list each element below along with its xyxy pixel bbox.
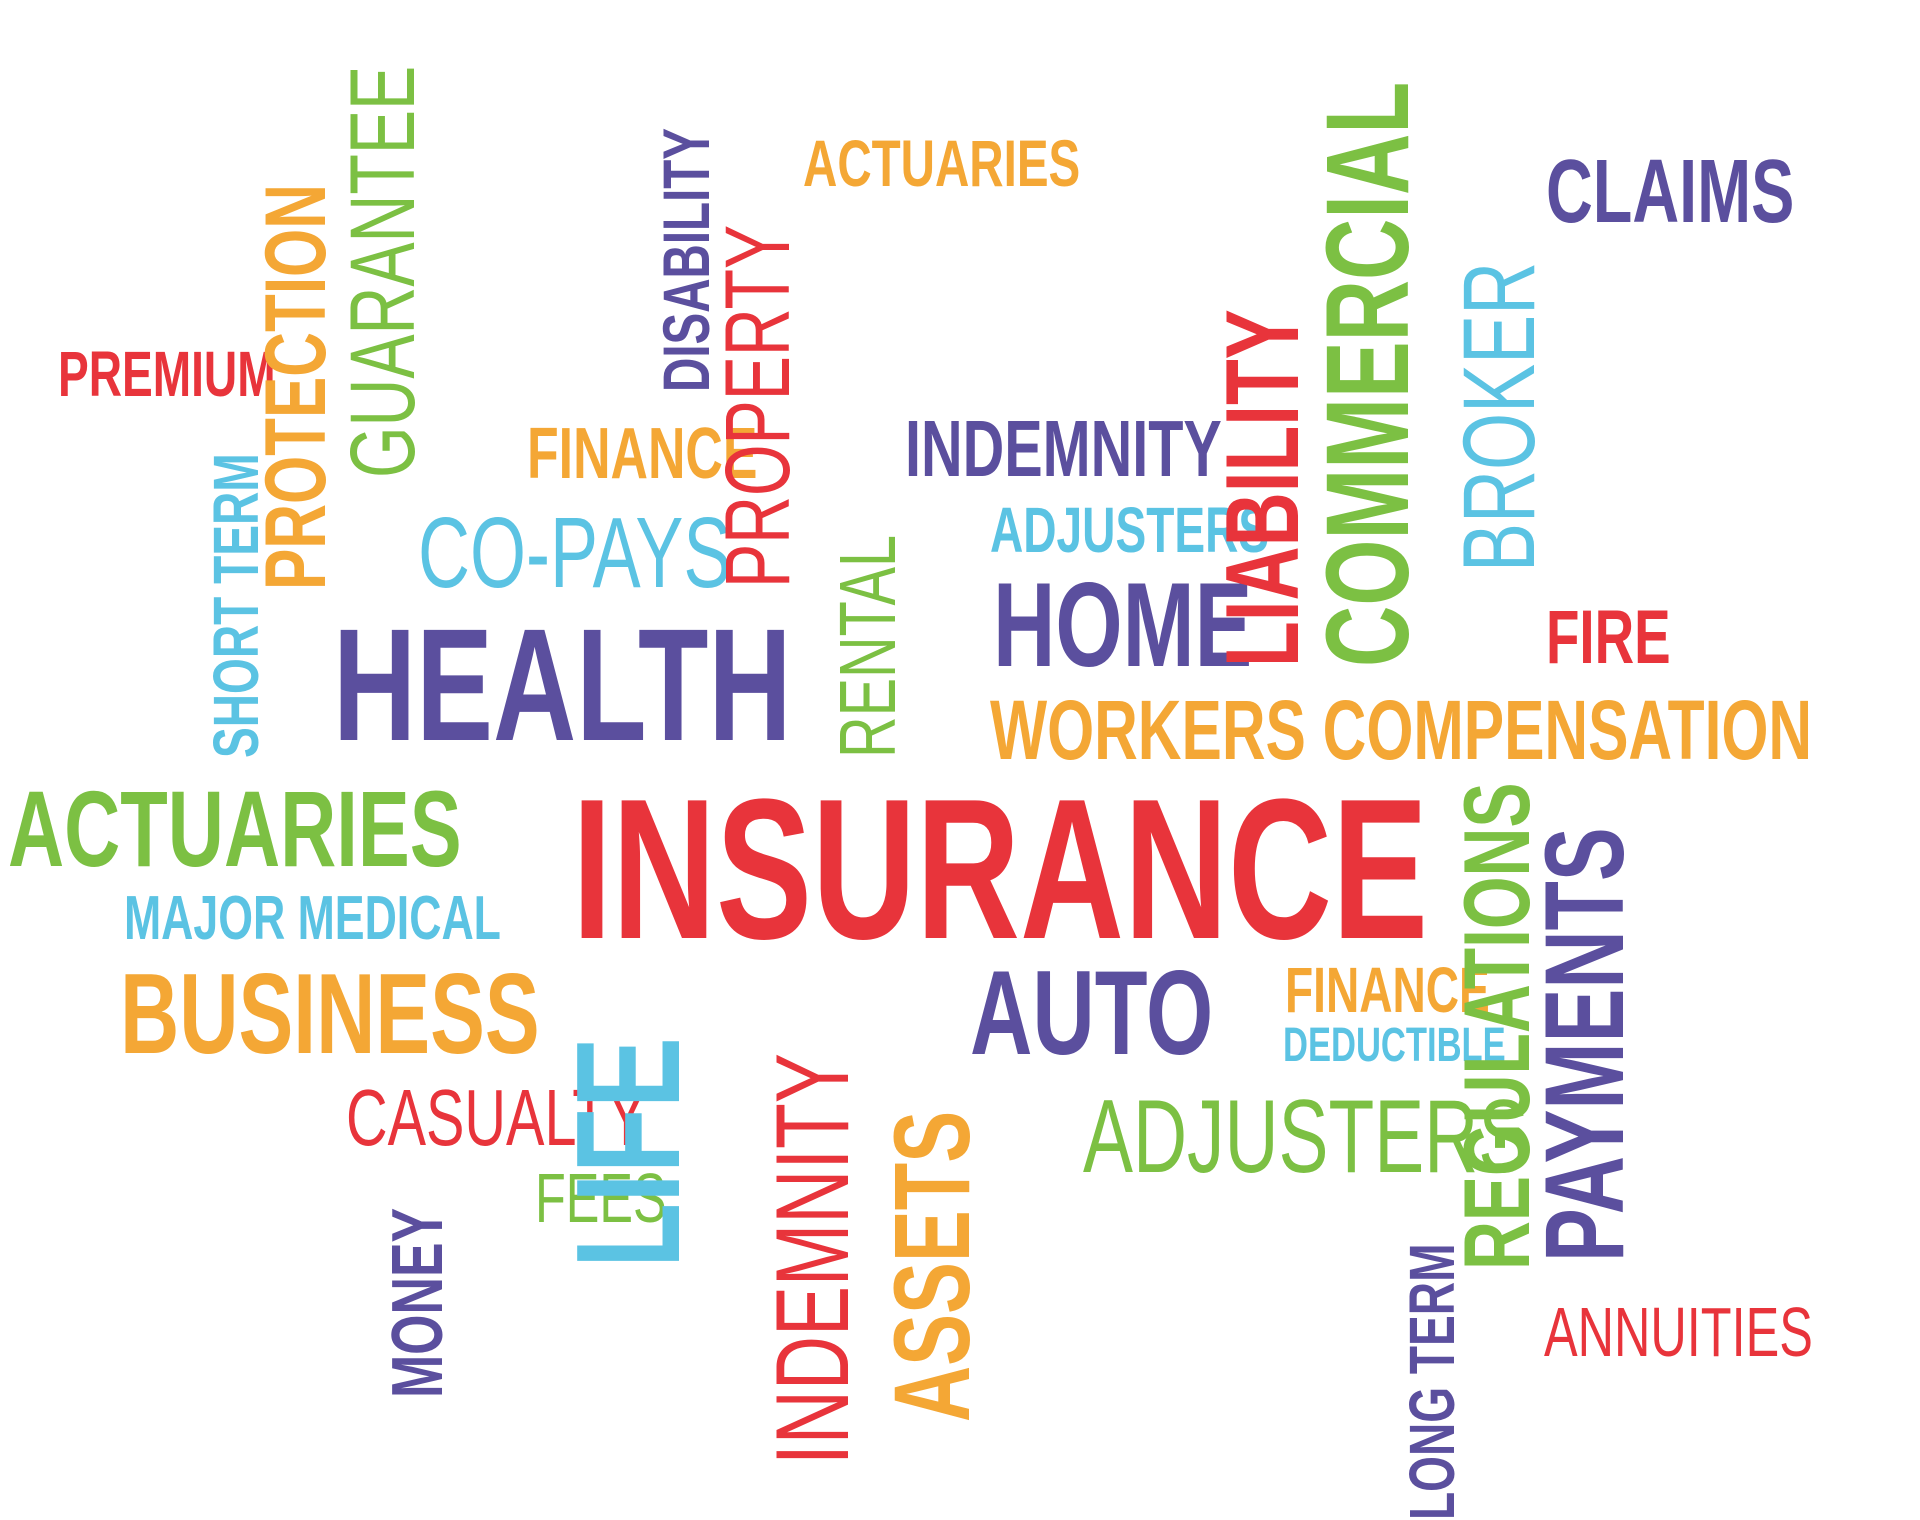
word-broker: BROKER bbox=[1442, 261, 1557, 572]
word-commercial: COMMERCIAL bbox=[1301, 81, 1434, 668]
word-deductible: DEDUCTIBLE bbox=[1283, 1019, 1506, 1072]
word-adjusters-blue: ADJUSTERS bbox=[990, 494, 1270, 566]
word-indemnity-vertical: INDEMNITY bbox=[755, 1053, 872, 1465]
word-claims: CLAIMS bbox=[1546, 142, 1795, 242]
word-fire: FIRE bbox=[1546, 595, 1671, 680]
word-premium: PREMIUM bbox=[58, 338, 276, 410]
word-auto: AUTO bbox=[970, 946, 1214, 1080]
word-actuaries-top: ACTUARIES bbox=[803, 126, 1081, 200]
word-co-pays: CO-PAYS bbox=[418, 497, 732, 609]
word-fees: FEES bbox=[535, 1159, 667, 1237]
word-rental: RENTAL bbox=[823, 535, 912, 758]
word-business: BUSINESS bbox=[120, 951, 540, 1078]
word-home: HOME bbox=[993, 558, 1253, 692]
word-money: MONEY bbox=[378, 1207, 459, 1398]
word-actuaries-green: ACTUARIES bbox=[8, 768, 462, 889]
word-insurance: INSURANCE bbox=[572, 758, 1429, 981]
word-health: HEALTH bbox=[333, 595, 792, 774]
word-liability: LIABILITY bbox=[1205, 309, 1322, 667]
word-long-term: LONG TERM bbox=[1396, 1243, 1469, 1520]
word-payments: PAYMENTS bbox=[1522, 827, 1648, 1262]
word-major-medical: MAJOR MEDICAL bbox=[124, 884, 501, 953]
word-assets: ASSETS bbox=[870, 1110, 992, 1422]
word-finance-right: FINANCE bbox=[1285, 954, 1490, 1026]
word-life: LIFE bbox=[545, 1037, 711, 1268]
word-adjusters-green: ADJUSTERS bbox=[1083, 1079, 1529, 1195]
word-guarantee: GUARANTEE bbox=[332, 65, 435, 479]
word-indemnity: INDEMNITY bbox=[905, 404, 1222, 493]
word-finance-top: FINANCE bbox=[527, 414, 758, 494]
word-annuities: ANNUITIES bbox=[1544, 1293, 1813, 1371]
word-casualty: CASUALTY bbox=[346, 1073, 646, 1162]
word-protection: PROTECTION bbox=[247, 184, 344, 591]
word-property: PROPERTY bbox=[707, 224, 810, 588]
word-workers-compensation: WORKERS COMPENSATION bbox=[990, 683, 1813, 777]
